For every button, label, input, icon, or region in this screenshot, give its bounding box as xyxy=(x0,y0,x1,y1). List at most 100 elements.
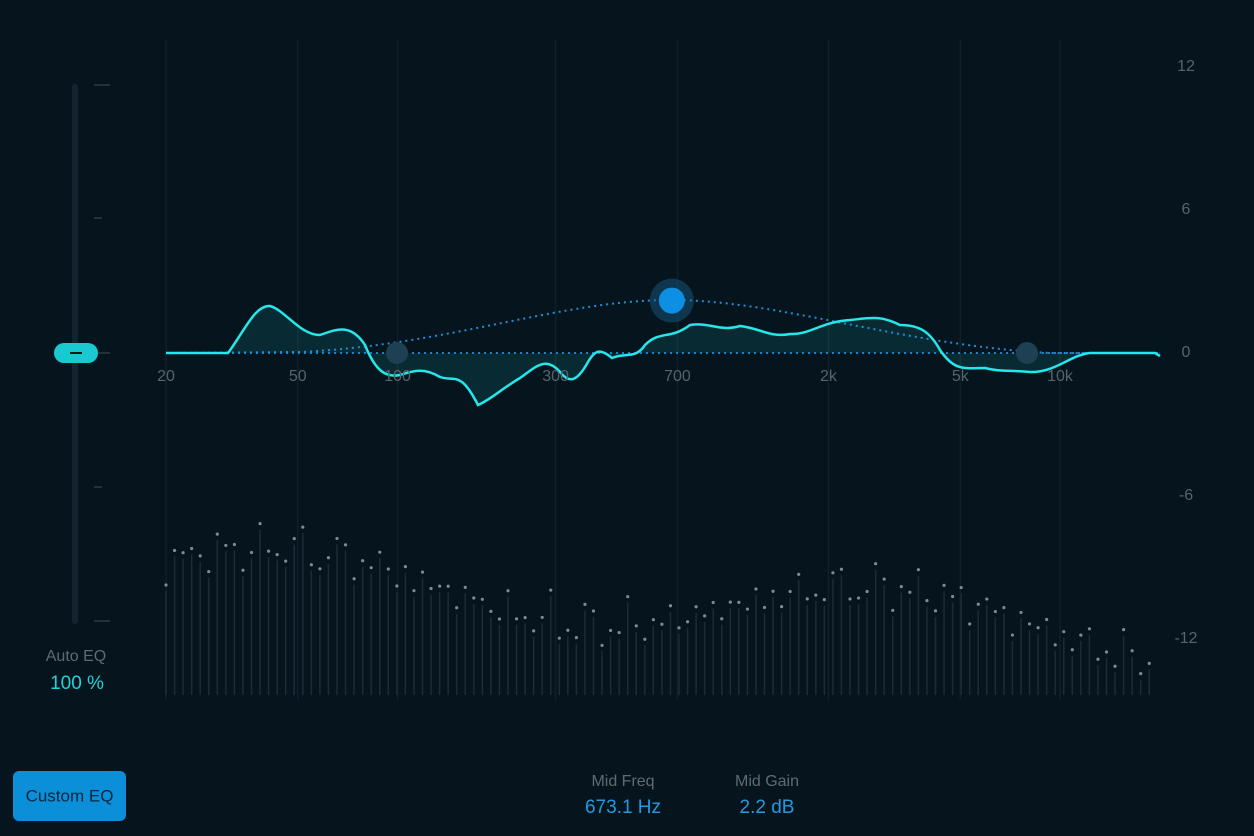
spectrum-peak xyxy=(771,589,775,593)
spectrum-peak xyxy=(532,629,536,633)
spectrum-peak xyxy=(634,624,638,628)
spectrum-peak xyxy=(951,594,955,599)
spectrum-peak xyxy=(651,618,655,622)
spectrum-peak xyxy=(506,589,510,593)
spectrum-peak xyxy=(343,543,348,547)
spectrum-peak xyxy=(1010,633,1015,637)
spectrum-peak xyxy=(822,598,826,602)
spectrum-peak xyxy=(369,566,373,570)
mid-node[interactable] xyxy=(658,287,685,314)
spectrum-peak xyxy=(292,537,296,541)
spectrum-peak xyxy=(164,583,168,587)
spectrum-peak xyxy=(557,636,561,640)
spectrum-peak xyxy=(352,577,356,581)
spectrum-peak xyxy=(848,597,852,601)
spectrum-peak xyxy=(241,568,245,572)
spectrum-peak xyxy=(463,585,467,589)
spectrum-peak xyxy=(386,567,390,571)
spectrum-peak xyxy=(1019,610,1023,615)
spectrum-peak xyxy=(583,602,587,606)
spectrum-peak xyxy=(1122,627,1126,632)
auto-eq-value: 100 % xyxy=(50,673,104,694)
spectrum-peak xyxy=(172,548,177,553)
custom-eq-button-label[interactable]: Custom EQ xyxy=(26,786,114,805)
spectrum-peak xyxy=(814,593,818,597)
spectrum-peak xyxy=(249,550,254,555)
spectrum-peak xyxy=(993,609,997,614)
slider-ticks xyxy=(94,84,110,622)
low-node[interactable] xyxy=(386,342,408,364)
spectrum-peak xyxy=(1096,657,1100,661)
spectrum-peak xyxy=(309,563,313,567)
spectrum-peak xyxy=(412,589,416,593)
spectrum-peak xyxy=(1147,661,1151,665)
spectrum-peak xyxy=(420,570,425,574)
eq-curve-fill xyxy=(166,305,1155,405)
spectrum-peak xyxy=(668,604,673,608)
readout-label: Mid Freq xyxy=(591,773,654,790)
spectrum-peak xyxy=(976,602,980,606)
spectrum-peak xyxy=(1027,622,1032,626)
auto-eq-label: Auto EQ xyxy=(46,648,106,665)
spectrum-peak xyxy=(899,585,903,589)
spectrum-peak xyxy=(1087,627,1091,631)
spectrum-peak xyxy=(198,554,202,558)
spectrum-peak xyxy=(318,567,322,571)
readout-label: Mid Gain xyxy=(735,773,799,790)
spectrum-peak xyxy=(455,606,459,610)
marks: 20 50 100 300 700 2k 5k 10k 12 6 0 -6 -12 xyxy=(157,58,1198,647)
spectrum-peak xyxy=(1070,648,1074,652)
spectrum-peak xyxy=(720,617,724,621)
spectrum-peak xyxy=(660,622,664,626)
spectrum-peak xyxy=(378,550,382,554)
spectrum-peak xyxy=(1062,630,1066,634)
grid xyxy=(165,40,1061,700)
spectrum-peak xyxy=(600,643,604,647)
spectrum-peak xyxy=(797,572,801,576)
spectrum-peak xyxy=(609,628,613,633)
spectrum-peak xyxy=(754,587,758,591)
x-tick-label: 2k xyxy=(820,368,838,385)
y-tick-label: 0 xyxy=(1182,344,1191,361)
spectrum-peak xyxy=(438,584,442,588)
spectrum-peak xyxy=(181,551,185,555)
x-tick-label: 5k xyxy=(952,368,970,385)
spectrum-peak xyxy=(446,584,450,588)
spectrum-peak xyxy=(745,607,750,611)
x-tick-label: 20 xyxy=(157,368,175,385)
spectrum-peak xyxy=(1079,633,1083,637)
spectrum-peak xyxy=(497,617,502,621)
spectrum-peak xyxy=(703,614,707,618)
custom-eq-button[interactable] xyxy=(13,771,126,821)
spectrum-peak xyxy=(258,522,262,526)
spectrum-peak xyxy=(591,609,596,613)
spectrum-peak xyxy=(335,536,339,541)
x-tick-label: 100 xyxy=(384,368,411,385)
spectrum-peak xyxy=(284,559,288,563)
spectrum-peak xyxy=(190,546,194,551)
high-node[interactable] xyxy=(1016,342,1038,364)
spectrum-peak xyxy=(737,600,741,604)
spectrum-peak xyxy=(856,596,861,600)
spectrum-peak xyxy=(882,577,886,581)
y-tick-label: 6 xyxy=(1182,201,1191,218)
spectrum-peak xyxy=(1113,664,1117,668)
spectrum-peak xyxy=(1045,617,1049,622)
spectrum-peak xyxy=(480,597,484,601)
spectrum-peak xyxy=(326,556,331,560)
spectrum-peak xyxy=(985,597,989,601)
spectrum-peak xyxy=(429,586,433,591)
spectrum-peak xyxy=(933,609,938,613)
spectrum-peak xyxy=(788,589,792,594)
spectrum-peak xyxy=(1139,671,1143,676)
spectrum-peak xyxy=(865,589,869,594)
spectrum-peak xyxy=(908,590,912,594)
spectrum-peak xyxy=(215,532,219,536)
spectrum-peak xyxy=(942,583,946,587)
y-tick-label: -12 xyxy=(1174,630,1197,647)
spectrum-peak xyxy=(361,559,365,563)
spectrum-peak xyxy=(968,622,972,626)
spectrum-peak xyxy=(959,585,963,590)
x-tick-label: 10k xyxy=(1047,368,1074,385)
